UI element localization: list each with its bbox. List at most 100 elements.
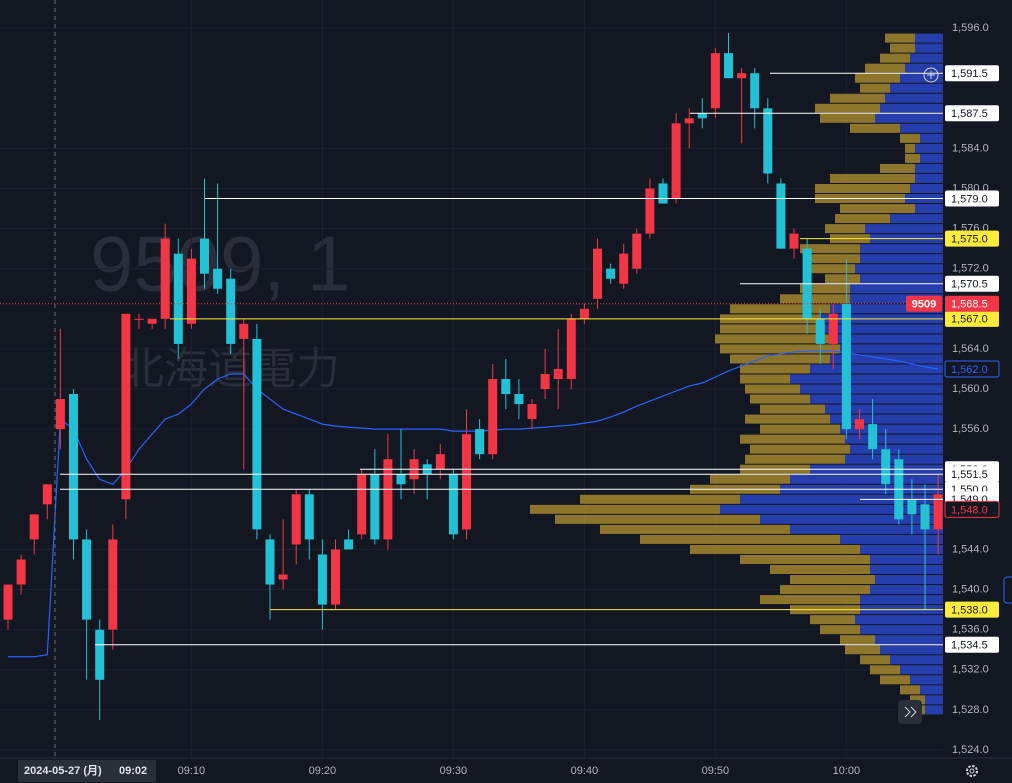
last-price-label: 1,568.5 [951,299,988,311]
candle-body [278,574,288,580]
candle-body [737,73,747,79]
profile-gold [745,384,800,394]
profile-blue [860,274,943,284]
profile-blue [915,143,943,153]
candle-body [579,308,589,319]
add-icon[interactable] [923,67,939,83]
profile-gold [815,183,910,193]
profile-blue [870,554,943,564]
profile-blue [870,565,943,575]
y-tick-label: 1,572.0 [952,263,989,275]
profile-blue [810,394,943,404]
profile-gold [750,444,850,454]
profile-gold [770,565,870,575]
profile-blue [830,414,943,424]
candle-body [344,539,354,550]
symbol-box [906,295,942,312]
moving-average [8,350,939,658]
profile-gold [720,324,825,334]
profile-blue [860,254,943,264]
profile-gold [885,33,915,43]
candle-body [540,373,550,390]
x-tick-label: 09:50 [702,765,730,777]
y-tick-label: 1,560.0 [952,383,989,395]
profile-gold [760,424,840,434]
profile-blue [740,494,943,504]
scroll-button[interactable] [898,700,922,724]
candle-body [448,474,458,535]
candle-body [252,338,262,530]
candle-body [710,53,720,109]
axis-handle[interactable] [1003,576,1012,604]
candle-body [606,268,616,279]
profile-gold [740,374,790,384]
profile-gold [830,173,915,183]
profile-blue [830,304,943,314]
profile-blue [860,595,943,605]
candle-body [108,539,118,630]
profile-gold [690,544,860,554]
candle-body [868,424,878,450]
profile-blue [915,43,943,53]
profile-blue [925,695,943,705]
profile-gold [910,695,925,705]
profile-blue [840,344,943,354]
profile-blue [860,625,943,635]
candle-body [881,449,891,485]
profile-blue [845,454,943,464]
plot [0,33,943,720]
level-label: 1,570.5 [951,279,988,291]
profile-blue [905,63,943,73]
profile-blue [910,675,943,685]
profile-gold [840,635,875,645]
crosshair-date: 2024-05-27 (月) [24,764,102,777]
profile-blue [840,534,943,544]
settings-icon[interactable] [966,765,978,777]
watermark-symbol: 9509, 1 [90,220,350,308]
profile-gold [835,214,890,224]
profile-gold [840,204,915,214]
y-tick-label: 1,540.0 [952,583,989,595]
profile-blue [810,364,943,374]
candle-body [907,499,917,515]
profile-blue [855,615,943,625]
settings-button[interactable] [966,765,978,777]
profile-blue [720,504,943,514]
profile-blue [800,384,943,394]
symbol-label: 9509 [912,299,936,311]
profile-gold [890,43,915,53]
profile-blue [860,244,943,254]
profile-gold [780,294,850,304]
profile-gold [640,534,840,544]
add-button[interactable] [923,67,939,83]
profile-blue [890,655,943,665]
profile-gold [530,504,720,514]
profile-gold [715,334,830,344]
profile-gold [860,655,890,665]
candle-body [331,549,340,605]
profile-blue [900,123,943,133]
profile-gold [845,645,880,655]
candle-body [815,318,825,344]
profile-blue [760,514,943,524]
profile-blue [865,224,943,234]
profile-gold [805,264,855,274]
profile-gold [555,514,760,524]
candle-body [632,233,642,269]
candle-body [684,118,694,124]
profile-gold [860,83,890,93]
candle-body [42,484,52,505]
profile-blue [900,665,943,675]
profile-blue [900,73,943,83]
candle-body [69,394,78,540]
candle-body [501,379,511,395]
level-label: 1,534.5 [951,640,988,652]
x-tick-label: 09:20 [309,765,337,777]
level-label: 1,538.0 [951,605,988,617]
scroll-icon [904,706,917,718]
y-tick-label: 1,524.0 [952,744,989,756]
profile-gold [905,143,915,153]
watermark-name: 北海道電力 [120,345,340,394]
profile-gold [745,414,830,424]
